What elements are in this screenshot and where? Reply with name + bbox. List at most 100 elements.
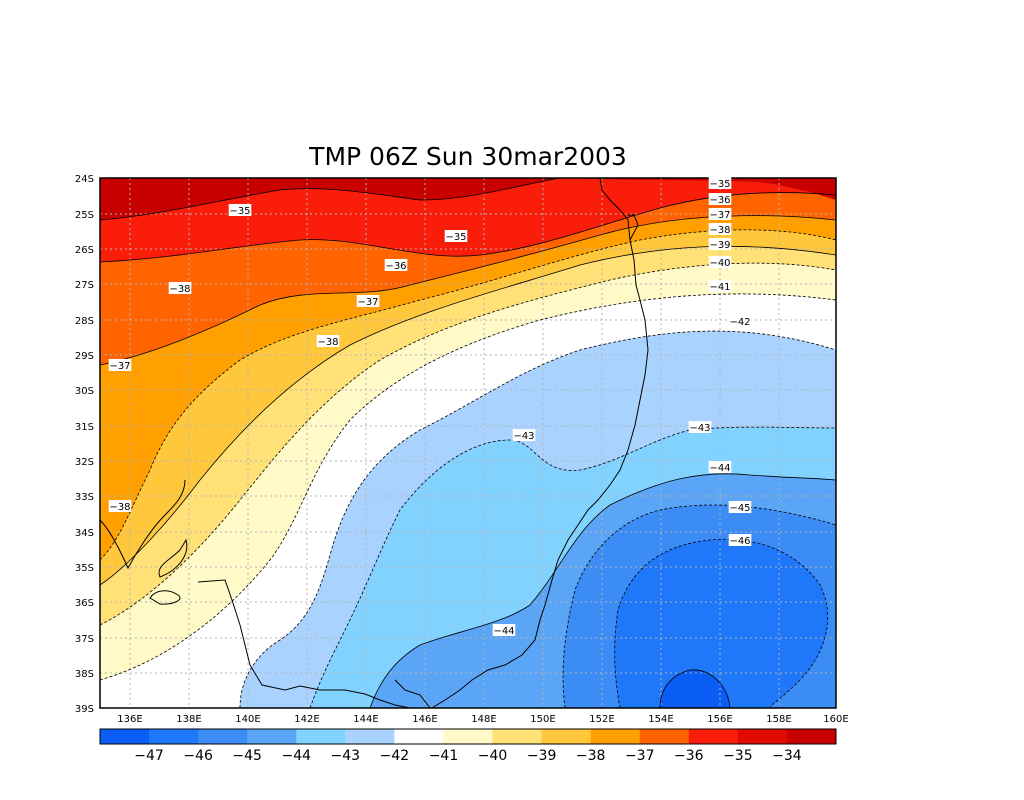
contour-label-text: −42 [729, 317, 750, 328]
y-tick: 26S [75, 245, 94, 256]
colorbar-label: −39 [527, 748, 557, 764]
contour-label: −37 [708, 208, 732, 221]
contour-label: −36 [708, 193, 732, 206]
y-tick: 28S [75, 316, 94, 327]
colorbar-label: −45 [232, 748, 262, 764]
contour-label: −43 [512, 429, 536, 442]
x-tick: 138E [176, 714, 201, 725]
colorbar-swatch [590, 729, 641, 744]
contour-label: −45 [728, 501, 752, 514]
contour-label: −43 [688, 421, 712, 434]
colorbar-swatch [394, 729, 444, 744]
colorbar-swatch [443, 729, 494, 744]
contour-label-text: −36 [709, 195, 730, 206]
y-tick: 27S [75, 280, 94, 291]
contour-label-text: −38 [169, 284, 190, 295]
contour-label: −40 [708, 256, 732, 269]
colorbar-label: −40 [478, 748, 508, 764]
contour-label-text: −44 [493, 626, 514, 637]
contour-label-text: −37 [709, 210, 730, 221]
colorbar-frame [99, 728, 837, 745]
y-tick: 25S [75, 210, 94, 221]
x-tick: 152E [589, 714, 614, 725]
colorbar-label: −46 [183, 748, 213, 764]
y-axis: 24S 25S 26S 27S 28S 29S 30S 31S 32S 33S … [75, 174, 94, 715]
contour-label: −36 [384, 259, 408, 272]
x-tick: 146E [412, 714, 437, 725]
contour-label-text: −35 [445, 232, 466, 243]
colorbar-label: −43 [331, 748, 361, 764]
colorbar-swatch [492, 729, 543, 744]
contour-label-text: −40 [709, 258, 730, 269]
y-tick: 29S [75, 351, 94, 362]
y-tick: 37S [75, 634, 94, 645]
y-tick: 31S [75, 422, 94, 433]
x-tick: 144E [353, 714, 378, 725]
map-title: TMP 06Z Sun 30mar2003 [308, 142, 627, 171]
contour-label-text: −38 [317, 337, 338, 348]
x-tick: 142E [294, 714, 319, 725]
contour-label-text: −35 [229, 206, 250, 217]
colorbar-label: −42 [380, 748, 410, 764]
colorbar-swatch [149, 729, 199, 744]
colorbar-swatch [296, 729, 346, 744]
y-tick: 36S [75, 598, 94, 609]
grid [100, 178, 836, 708]
contour-labels: −35 −35 −35 −36 −36 −37 −37 −38 −38 −38 −39 −40 −41 −… [108, 177, 752, 637]
colorbar-swatch [345, 729, 395, 744]
contour-label: −39 [708, 238, 732, 251]
contour-label: −38 [708, 223, 732, 236]
contour-label: −46 [728, 534, 752, 547]
temperature-field [100, 178, 836, 708]
x-tick: 140E [235, 714, 260, 725]
contour-label-text: −38 [109, 502, 130, 513]
contour-label: −38 [168, 282, 192, 295]
colorbar-swatch [688, 729, 739, 744]
contour-label: −42 [728, 315, 752, 328]
coastline [99, 177, 649, 709]
y-tick: 30S [75, 386, 94, 397]
contour-label-text: −39 [709, 240, 730, 251]
colorbar-swatch [639, 729, 690, 744]
contour-label: −44 [708, 461, 732, 474]
y-tick: 34S [75, 528, 94, 539]
contour-label-text: −46 [729, 536, 750, 547]
y-tick: 38S [75, 669, 94, 680]
contour-label-text: −37 [357, 297, 378, 308]
contour-label: −44 [492, 624, 516, 637]
contour-label: −37 [108, 359, 132, 372]
colorbar-label: −44 [281, 748, 311, 764]
colorbar-label: −36 [674, 748, 704, 764]
colorbar-label: −35 [723, 748, 753, 764]
colorbar-label: −38 [576, 748, 606, 764]
contour-label: −35 [444, 230, 468, 243]
colorbar-label: −34 [772, 748, 802, 764]
contour-label-text: −41 [709, 282, 730, 293]
contour-label-text: −45 [729, 503, 750, 514]
y-tick: 39S [75, 704, 94, 715]
x-tick: 136E [117, 714, 142, 725]
contour-label-text: −36 [385, 261, 406, 272]
x-axis: 136E 138E 140E 142E 144E 146E 148E 150E … [117, 714, 848, 725]
x-tick: 150E [530, 714, 555, 725]
contour-label: −38 [316, 335, 340, 348]
contour-label: −37 [356, 295, 380, 308]
x-tick: 158E [766, 714, 791, 725]
colorbar-label: −47 [134, 748, 164, 764]
colorbar-swatch [541, 729, 592, 744]
band-34 [100, 178, 560, 220]
colorbar-label: −41 [429, 748, 459, 764]
y-tick: 35S [75, 563, 94, 574]
colorbar: −47 −46 −45 −44 −43 −42 −41 −40 −39 −38 −37 −36 −35 −… [99, 728, 837, 764]
x-tick: 160E [823, 714, 848, 725]
contour-label-text: −44 [709, 463, 730, 474]
contour-label: −38 [108, 500, 132, 513]
colorbar-label: −37 [625, 748, 655, 764]
contour-label-text: −43 [513, 431, 534, 442]
plot-frame [99, 177, 837, 709]
colorbar-swatch [247, 729, 297, 744]
y-tick: 33S [75, 492, 94, 503]
x-tick: 148E [471, 714, 496, 725]
contour-label-text: −37 [109, 361, 130, 372]
contour-label-text: −43 [689, 423, 710, 434]
